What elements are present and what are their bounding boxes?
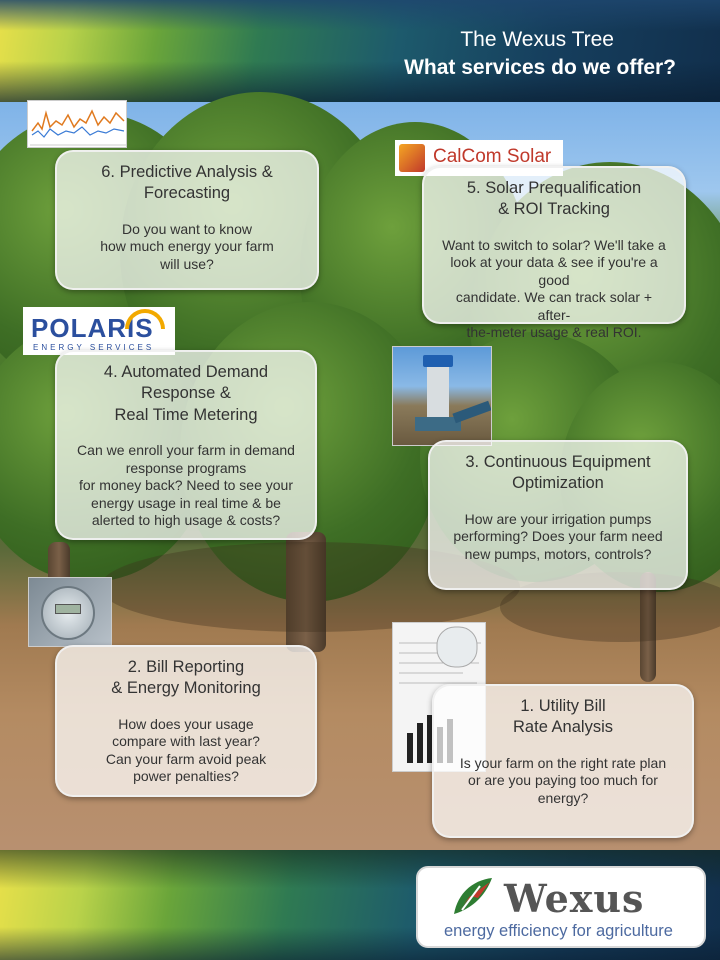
- polaris-logo-subtext: ENERGY SERVICES: [33, 343, 155, 352]
- irrigation-pump-photo: [392, 346, 492, 446]
- card-title: 2. Bill Reporting & Energy Monitoring: [111, 658, 261, 698]
- card-body: Want to switch to solar? We'll take a lo…: [442, 236, 666, 341]
- wexus-logo: Wexus energy efficiency for agriculture: [416, 866, 706, 948]
- card-body: How are your irrigation pumps performing…: [453, 510, 663, 562]
- sunburst-icon: [125, 309, 165, 329]
- polaris-logo: POLARIS ENERGY SERVICES: [23, 307, 175, 355]
- service-card-equipment-optimization: 3. Continuous Equipment Optimization How…: [428, 440, 688, 590]
- service-card-solar-prequalification: 5. Solar Prequalification & ROI Tracking…: [422, 166, 686, 340]
- electric-meter-photo: [28, 577, 112, 647]
- page-subtitle: What services do we offer?: [404, 56, 676, 79]
- wexus-leaf-icon: [454, 878, 492, 914]
- page-title: The Wexus Tree: [460, 28, 614, 51]
- service-card-utility-bill-rate: 1. Utility Bill Rate Analysis Is your fa…: [432, 684, 694, 838]
- calcom-logo-text: CalCom Solar: [433, 146, 552, 167]
- card-body: Is your farm on the right rate plan or a…: [459, 754, 667, 806]
- card-body: Can we enroll your farm in demand respon…: [77, 442, 295, 529]
- service-card-predictive-analysis: 6. Predictive Analysis & Forecasting Do …: [55, 150, 319, 290]
- wexus-brand-name: Wexus: [504, 876, 645, 921]
- wexus-tagline: energy efficiency for agriculture: [444, 922, 673, 940]
- service-card-demand-response: 4. Automated Demand Response & Real Time…: [55, 350, 317, 540]
- card-body: How does your usage compare with last ye…: [105, 715, 267, 785]
- forecast-chart-thumbnail: [27, 100, 127, 148]
- card-title: 5. Solar Prequalification & ROI Tracking: [466, 179, 642, 219]
- card-body: Do you want to know how much energy your…: [100, 220, 274, 272]
- sun-icon: [399, 144, 425, 172]
- card-title: 1. Utility Bill Rate Analysis: [513, 697, 613, 737]
- service-card-bill-reporting: 2. Bill Reporting & Energy Monitoring Ho…: [55, 645, 317, 797]
- header-band: [0, 0, 720, 102]
- card-title: 4. Automated Demand Response & Real Time…: [103, 363, 269, 424]
- card-title: 3. Continuous Equipment Optimization: [465, 453, 651, 493]
- card-title: 6. Predictive Analysis & Forecasting: [101, 163, 273, 203]
